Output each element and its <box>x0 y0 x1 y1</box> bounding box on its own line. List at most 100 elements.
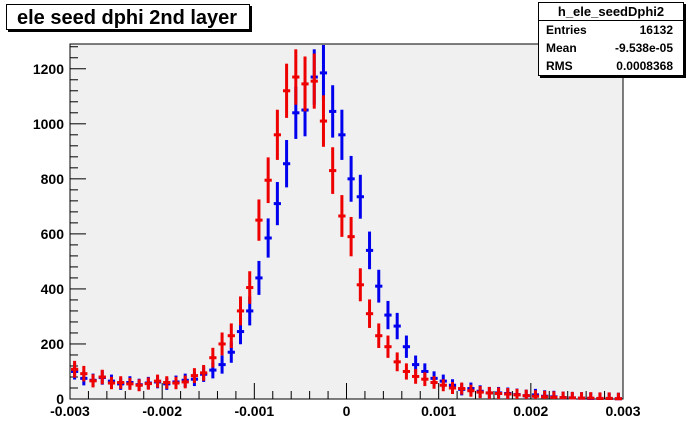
data-point <box>273 109 281 160</box>
x-tick-label: -0.002 <box>142 403 182 419</box>
data-point <box>282 63 291 118</box>
stats-value: -9.538e-05 <box>614 41 673 55</box>
data-point <box>522 389 530 399</box>
data-point <box>485 386 493 399</box>
data-point <box>384 300 392 330</box>
data-point <box>384 335 392 358</box>
x-tick-label: -0.003 <box>50 403 90 419</box>
data-point <box>255 199 263 241</box>
y-tick-label: 1000 <box>33 116 64 132</box>
stats-key: Mean <box>546 41 577 55</box>
data-point <box>200 364 208 381</box>
data-point <box>264 157 272 204</box>
data-point <box>329 85 337 138</box>
data-markers <box>71 45 622 401</box>
data-point <box>273 182 281 226</box>
data-point <box>596 392 604 400</box>
data-point <box>153 374 162 388</box>
data-point <box>605 392 613 400</box>
data-point <box>338 195 346 237</box>
data-point <box>402 335 411 358</box>
data-point <box>430 376 438 389</box>
stats-histogram-name: h_ele_seedDphi2 <box>539 3 683 21</box>
data-point <box>412 369 420 384</box>
data-point <box>614 392 622 401</box>
data-point <box>282 140 291 188</box>
data-point <box>513 388 521 399</box>
data-point <box>559 391 567 400</box>
y-tick-label: 600 <box>41 226 65 242</box>
data-point <box>126 377 134 390</box>
data-point <box>80 365 88 382</box>
x-tick-label: 0.003 <box>605 403 640 419</box>
stats-value: 16132 <box>639 23 673 37</box>
data-point <box>347 216 355 257</box>
data-point <box>209 347 217 368</box>
y-axis: 0 200 400 600 800 1000 1200 <box>33 44 86 407</box>
data-point <box>310 53 318 109</box>
data-point <box>107 376 116 390</box>
data-point <box>218 355 226 374</box>
stats-row-mean: Mean -9.538e-05 <box>539 39 683 57</box>
data-point <box>347 155 355 202</box>
data-point <box>550 391 558 399</box>
stats-key: Entries <box>546 23 587 37</box>
data-point <box>356 268 364 302</box>
data-point <box>255 260 263 295</box>
data-point <box>375 323 383 348</box>
data-point <box>301 56 309 112</box>
data-point <box>356 174 364 219</box>
y-tick-label: 200 <box>41 336 65 352</box>
stats-row-entries: Entries 16132 <box>539 21 683 39</box>
data-point <box>587 392 595 400</box>
data-point <box>227 323 235 348</box>
data-point <box>402 363 411 380</box>
data-point <box>190 368 199 384</box>
data-point <box>393 352 401 372</box>
series-1 <box>71 49 622 401</box>
data-point <box>568 391 576 400</box>
stats-value: 0.0008368 <box>616 59 673 73</box>
x-tick-label: 0.001 <box>421 403 456 419</box>
data-point <box>218 332 226 356</box>
plot-title: ele seed dphi 2nd layer <box>6 4 250 30</box>
data-point <box>439 379 447 392</box>
stats-key: RMS <box>546 59 573 73</box>
data-point <box>329 147 337 194</box>
data-point <box>292 49 300 105</box>
data-point <box>338 109 346 160</box>
data-point <box>135 379 143 392</box>
stats-box: h_ele_seedDphi2 Entries 16132 Mean -9.53… <box>538 2 684 76</box>
data-point <box>421 372 429 387</box>
plot-frame <box>69 43 624 400</box>
data-point <box>541 390 549 399</box>
data-point <box>117 376 125 389</box>
data-point <box>577 392 586 400</box>
data-point <box>236 296 245 326</box>
data-point <box>458 382 466 395</box>
y-tick-label: 1200 <box>33 61 64 77</box>
data-point <box>504 388 512 399</box>
data-point <box>494 387 503 399</box>
data-point <box>98 369 106 385</box>
x-axis: -0.003 -0.002 -0.001 0 0.001 0.002 0.003 <box>50 383 641 419</box>
data-point <box>181 375 189 389</box>
data-point <box>89 374 97 388</box>
data-point <box>531 390 540 399</box>
data-point <box>448 381 457 394</box>
data-point <box>467 384 475 397</box>
data-point <box>365 299 374 328</box>
x-tick-label: 0.002 <box>513 403 548 419</box>
data-point <box>319 45 328 101</box>
data-point <box>264 218 272 258</box>
data-point <box>476 386 484 399</box>
data-point <box>172 376 180 390</box>
y-tick-label: 400 <box>41 281 65 297</box>
data-point <box>365 231 374 270</box>
data-point <box>144 377 152 390</box>
data-point <box>163 376 171 389</box>
data-point <box>393 312 401 340</box>
y-tick-label: 0 <box>56 391 64 407</box>
data-point <box>319 95 328 147</box>
